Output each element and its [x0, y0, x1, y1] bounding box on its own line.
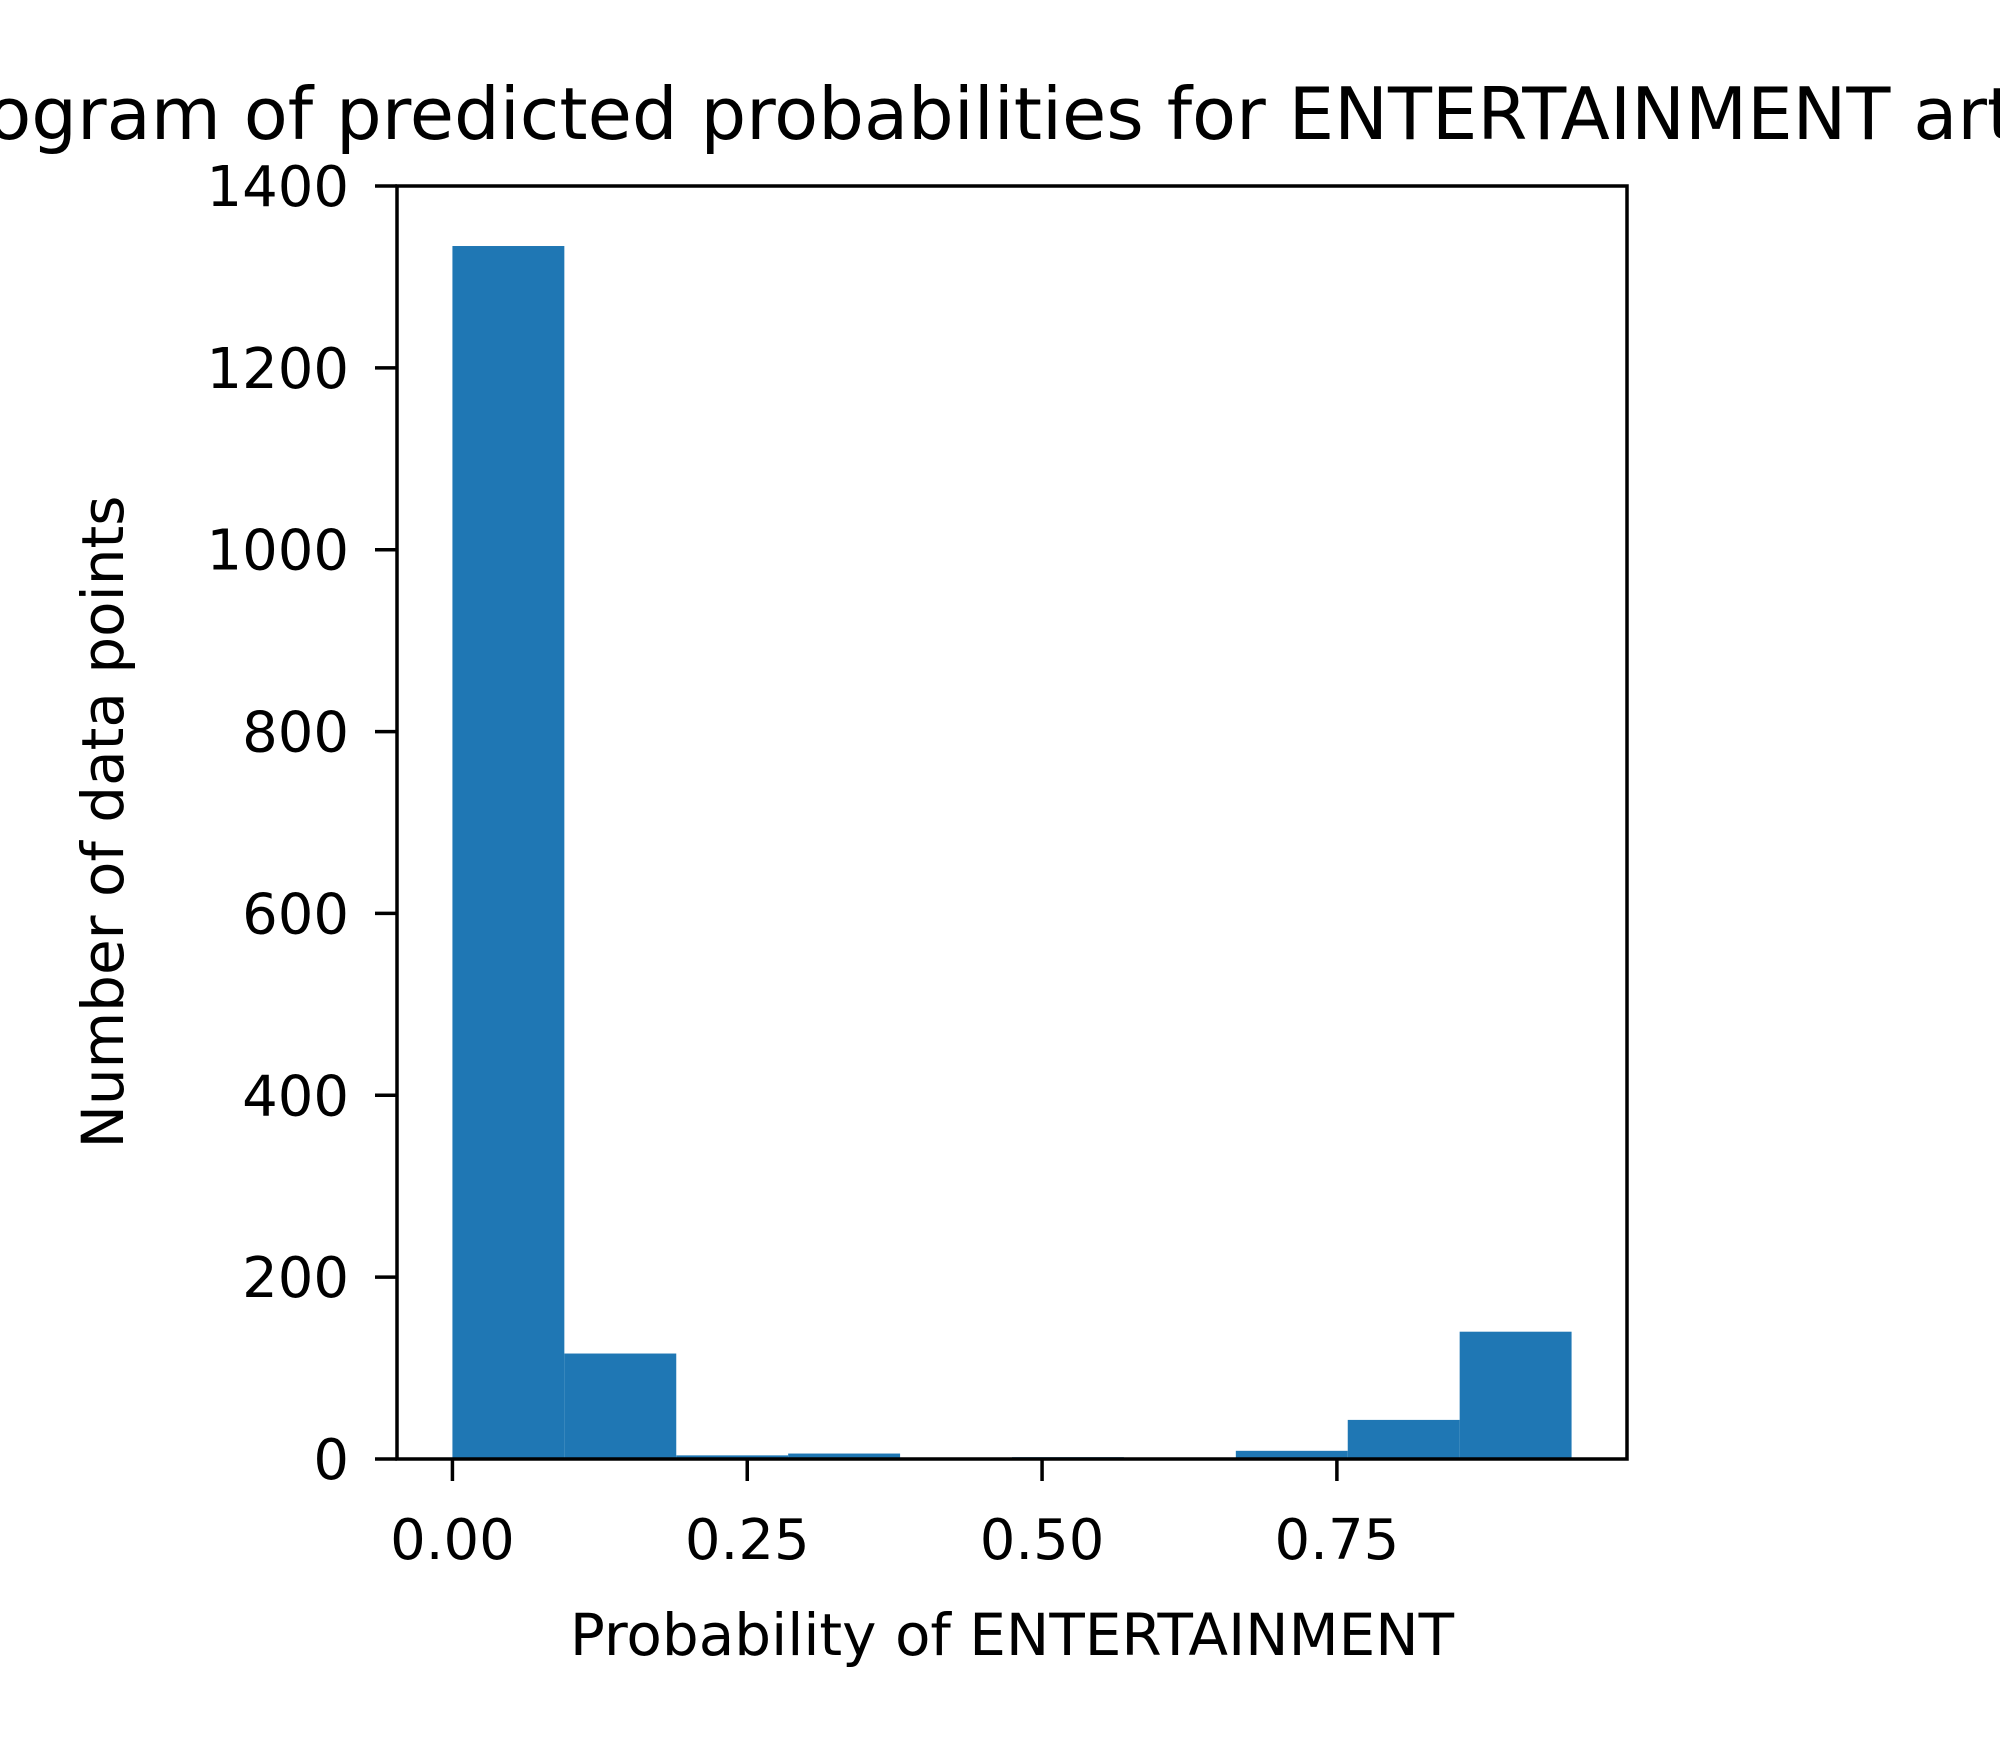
histogram-bar: [564, 1353, 677, 1459]
y-tick-label: 0: [313, 1428, 349, 1493]
histogram-bar: [1347, 1419, 1460, 1459]
y-axis-label: Number of data points: [69, 496, 137, 1149]
histogram-bar: [1235, 1450, 1348, 1459]
y-tick-label: 1000: [206, 519, 349, 584]
x-axis-label: Probability of ENTERTAINMENT: [570, 1601, 1455, 1669]
x-tick-label: 0.75: [1275, 1508, 1400, 1573]
histogram-bar: [1459, 1331, 1572, 1459]
y-axis-ticks: 0 200 400 600 800 1000 1200 1400: [206, 155, 397, 1493]
x-tick-label: 0.00: [390, 1508, 515, 1573]
histogram-bar: [676, 1455, 789, 1459]
x-tick-label: 0.50: [980, 1508, 1105, 1573]
x-tick-label: 0.25: [685, 1508, 810, 1573]
histogram-bar: [452, 246, 565, 1460]
y-tick-label: 1200: [206, 337, 349, 402]
y-tick-label: 800: [242, 701, 349, 766]
y-tick-label: 400: [242, 1064, 349, 1129]
y-tick-label: 600: [242, 882, 349, 947]
chart-title: Histogram of predicted probabilities for…: [0, 72, 2000, 156]
plot-frame: [395, 184, 1629, 1461]
histogram-bars: [452, 246, 1572, 1460]
histogram-bar: [788, 1453, 901, 1459]
y-tick-label: 1400: [206, 155, 349, 220]
y-tick-label: 200: [242, 1246, 349, 1311]
x-axis-ticks: 0.00 0.25 0.50 0.75: [390, 1459, 1399, 1573]
